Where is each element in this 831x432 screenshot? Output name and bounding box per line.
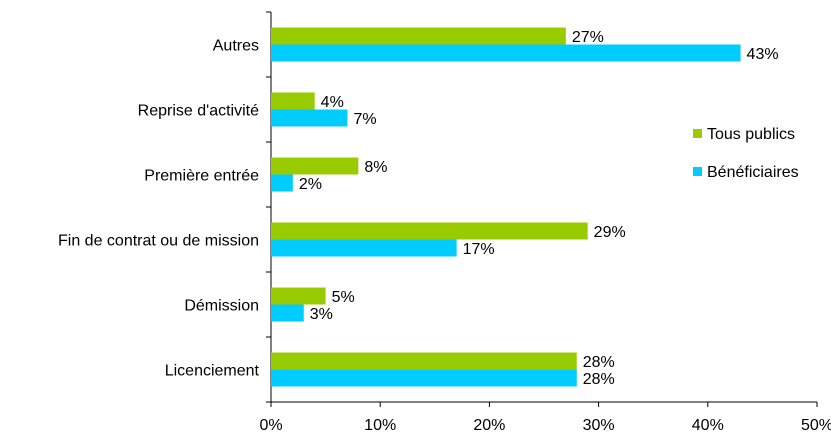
bar [271,369,577,387]
category-label: Démission [184,298,259,315]
bar [271,44,741,62]
bar [271,109,348,127]
bar [271,239,457,257]
bar [271,27,566,45]
x-tick-label: 0% [259,417,282,432]
x-axis-ticks: 0% 10% 20% 30% 40% 50% [259,402,831,432]
bar [271,222,588,240]
bar [271,157,359,175]
data-label: 27% [572,29,604,46]
data-label: 7% [353,111,376,128]
data-label: 5% [332,289,355,306]
bar [271,92,315,110]
data-label: 29% [594,224,626,241]
legend-label: Bénéficiaires [707,164,799,181]
x-tick-label: 30% [583,417,615,432]
category-label: Première entrée [144,168,259,185]
legend-swatch [693,167,702,176]
x-tick-label: 50% [801,417,831,432]
category-label: Fin de contrat ou de mission [58,233,259,250]
bar [271,174,293,192]
category-labels: Autres Reprise d'activité Première entrée F… [58,38,260,380]
legend-swatch [693,129,702,138]
x-tick-label: 10% [364,417,396,432]
bars [271,27,741,387]
data-label: 28% [583,354,615,371]
data-label: 2% [299,176,322,193]
category-label: Reprise d'activité [138,103,259,120]
x-tick-label: 20% [473,417,505,432]
legend-label: Tous publics [707,126,795,143]
x-tick-label: 40% [692,417,724,432]
data-label: 3% [310,306,333,323]
data-label: 4% [321,94,344,111]
y-axis-ticks [266,11,271,403]
data-label: 8% [364,159,387,176]
category-label: Autres [213,38,259,55]
legend: Tous publics Bénéficiaires [693,126,799,181]
data-labels: 27% 43% 4% 7% 8% 2% 29% 17% 5%3% 28%28% [299,29,779,388]
data-label: 43% [747,46,779,63]
data-label: 17% [463,241,495,258]
bar [271,304,304,322]
category-label: Licenciement [165,363,260,380]
bar [271,352,577,370]
bar [271,287,326,305]
data-label: 28% [583,371,615,388]
